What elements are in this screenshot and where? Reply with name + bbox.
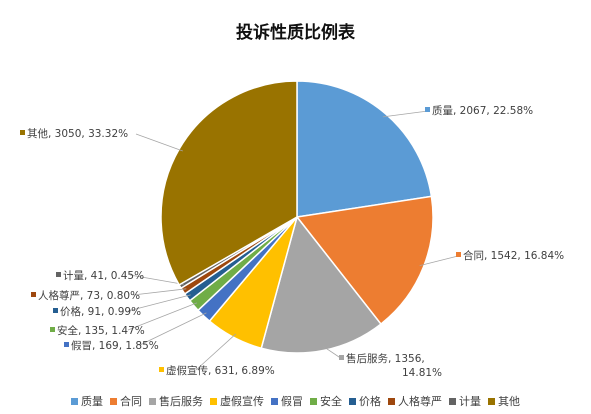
data-label-9: 其他, 3050, 33.32% bbox=[27, 127, 128, 140]
pie-slice-9 bbox=[160, 80, 298, 286]
chart-title: 投诉性质比例表 bbox=[236, 23, 355, 43]
leader-line-8 bbox=[129, 274, 184, 285]
data-label-marker-7 bbox=[31, 292, 36, 297]
legend-swatch-6 bbox=[349, 397, 356, 405]
legend-swatch-3 bbox=[210, 397, 217, 405]
legend-swatch-4 bbox=[271, 397, 278, 405]
legend: 质量 合同 售后服务 虚假宣传 假冒 安全 价格 人格尊严 计量 其他 bbox=[0, 393, 591, 409]
legend-label-4: 假冒 bbox=[281, 395, 303, 408]
data-label-7: 人格尊严, 73, 0.80% bbox=[38, 289, 140, 302]
legend-item-5: 安全 bbox=[310, 393, 342, 409]
data-label-6: 价格, 91, 0.99% bbox=[60, 305, 141, 318]
legend-item-3: 虚假宣传 bbox=[210, 393, 264, 409]
legend-item-0: 质量 bbox=[71, 393, 103, 409]
pie-slice-2 bbox=[260, 215, 382, 354]
data-label-4: 假冒, 169, 1.85% bbox=[71, 339, 159, 352]
legend-swatch-1 bbox=[110, 397, 117, 405]
legend-item-6: 价格 bbox=[349, 393, 381, 409]
legend-item-8: 计量 bbox=[449, 393, 481, 409]
data-label-8: 计量, 41, 0.45% bbox=[63, 269, 144, 282]
legend-label-0: 质量 bbox=[81, 395, 103, 408]
data-label-marker-5 bbox=[50, 327, 55, 332]
legend-item-9: 其他 bbox=[488, 393, 520, 409]
legend-swatch-8 bbox=[449, 397, 456, 405]
data-label-marker-9 bbox=[20, 130, 25, 135]
legend-swatch-7 bbox=[388, 397, 395, 405]
data-label-5: 安全, 135, 1.47% bbox=[57, 324, 145, 337]
pie-slice-1 bbox=[295, 195, 434, 326]
legend-label-9: 其他 bbox=[498, 395, 520, 408]
leader-line-6 bbox=[127, 294, 191, 312]
leader-line-7 bbox=[132, 288, 187, 296]
legend-item-7: 人格尊严 bbox=[388, 393, 442, 409]
data-label-1: 合同, 1542, 16.84% bbox=[463, 249, 564, 262]
legend-label-5: 安全 bbox=[320, 395, 342, 408]
data-label-marker-6 bbox=[53, 308, 58, 313]
data-label-marker-4 bbox=[64, 342, 69, 347]
data-label-marker-2 bbox=[339, 355, 344, 360]
legend-label-2: 售后服务 bbox=[159, 395, 203, 408]
pie-slice-0 bbox=[296, 80, 433, 218]
leader-line-9 bbox=[135, 133, 183, 152]
data-label-marker-3 bbox=[159, 367, 164, 372]
legend-swatch-5 bbox=[310, 397, 317, 405]
data-label-marker-0 bbox=[425, 107, 430, 112]
leader-line-3 bbox=[195, 333, 237, 371]
legend-item-2: 售后服务 bbox=[149, 393, 203, 409]
leader-line-1 bbox=[419, 255, 459, 266]
legend-item-1: 合同 bbox=[110, 393, 142, 409]
data-label-3: 虚假宣传, 631, 6.89% bbox=[166, 364, 275, 377]
leader-line-0 bbox=[382, 110, 429, 118]
data-label-marker-8 bbox=[56, 272, 61, 277]
legend-label-6: 价格 bbox=[359, 395, 381, 408]
leader-line-2 bbox=[322, 345, 343, 360]
legend-label-8: 计量 bbox=[459, 395, 481, 408]
data-label-marker-1 bbox=[456, 252, 461, 257]
leader-line-4 bbox=[139, 312, 207, 346]
legend-swatch-9 bbox=[488, 397, 495, 405]
legend-label-1: 合同 bbox=[120, 395, 142, 408]
legend-swatch-2 bbox=[149, 397, 156, 405]
legend-item-4: 假冒 bbox=[271, 393, 303, 409]
data-label-2: 售后服务, 1356, bbox=[346, 352, 425, 365]
legend-label-7: 人格尊严 bbox=[398, 395, 442, 408]
leader-line-5 bbox=[127, 302, 198, 331]
legend-swatch-0 bbox=[71, 397, 78, 405]
data-label-0: 质量, 2067, 22.58% bbox=[432, 105, 533, 117]
legend-label-3: 虚假宣传 bbox=[220, 395, 264, 408]
data-label-2-line2: 14.81% bbox=[402, 367, 442, 379]
